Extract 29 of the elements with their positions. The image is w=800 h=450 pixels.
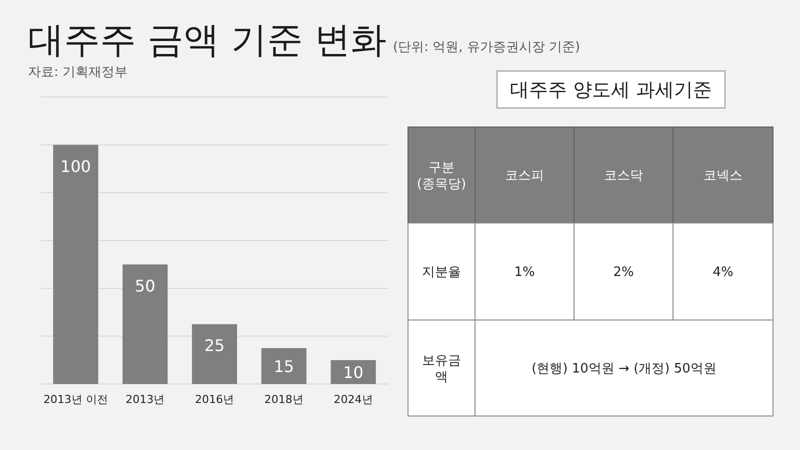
category-label: 코스닥 (604, 168, 643, 184)
data-label: 10 (343, 363, 364, 382)
category-label: 코스피 (505, 168, 544, 184)
x-tick-label: 2016년 (195, 393, 234, 406)
text: 구분 (종목당) (416, 160, 466, 192)
chart-title: 대주주 금액 기준 변화 (28, 20, 386, 61)
category-label: 지분율 (422, 265, 461, 280)
bar (192, 324, 238, 384)
text: 자료: 기획재정부 (28, 65, 128, 80)
data-label: 25 (204, 336, 225, 356)
text: (현행) 10억원 → (개정) 50억원 (532, 362, 716, 377)
bar (53, 144, 98, 384)
text: 2% (613, 265, 634, 280)
data-label: 50 (134, 276, 156, 296)
text: 4% (712, 265, 734, 280)
bar (122, 264, 168, 384)
category-label: 코넥스 (704, 168, 742, 184)
text: 1% (514, 265, 535, 280)
text: 대주주 양도세 과세기준 (510, 79, 712, 101)
x-tick-label: 2013년 이전 (43, 393, 108, 406)
data-label: 100 (60, 156, 91, 176)
category-label: 보유금액 (422, 354, 461, 385)
bar (261, 348, 306, 384)
x-tick-label: 2013년 (126, 393, 165, 406)
x-tick-label: 2018년 (264, 393, 304, 406)
bar (330, 360, 376, 384)
text: (단위: 억원, 유가증권시장 기준) (393, 40, 580, 55)
data-label: 15 (274, 357, 294, 376)
x-tick-label: 2024년 (334, 393, 373, 406)
